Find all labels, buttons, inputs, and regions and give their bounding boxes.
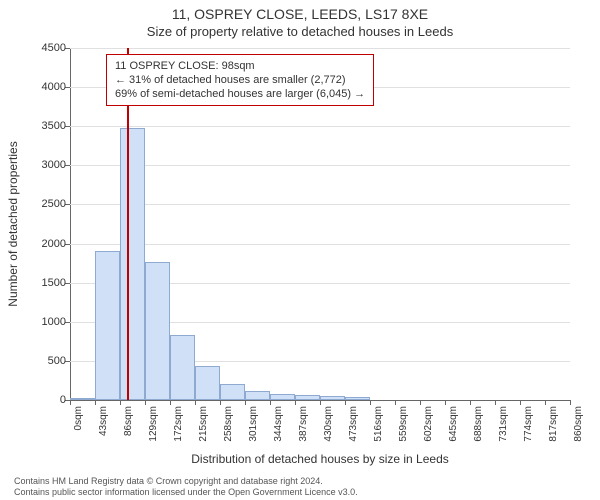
x-tick-label: 387sqm [298,406,309,456]
x-tick-label: 129sqm [148,406,159,456]
footer-line-2: Contains public sector information licen… [14,487,358,498]
histogram-bar [145,262,170,400]
histogram-bar [245,391,270,400]
chart-subtitle: Size of property relative to detached ho… [0,24,600,39]
histogram-bar [70,398,95,400]
x-tick-label: 688sqm [473,406,484,456]
histogram-bar [320,396,345,400]
x-tick-label: 258sqm [223,406,234,456]
x-tick-label: 774sqm [523,406,534,456]
y-tick-label: 1000 [6,316,66,328]
chart-title: 11, OSPREY CLOSE, LEEDS, LS17 8XE [0,6,600,22]
footer: Contains HM Land Registry data © Crown c… [14,476,358,498]
info-line-2: ← 31% of detached houses are smaller (2,… [115,73,365,87]
histogram-bar [195,366,220,400]
x-tick-label: 43sqm [98,406,109,456]
y-axis-label: Number of detached properties [6,48,22,400]
plot-area: 11 OSPREY CLOSE: 98sqm ← 31% of detached… [70,48,570,400]
x-axis-label: Distribution of detached houses by size … [70,452,570,466]
y-tick-label: 3500 [6,120,66,132]
x-tick-label: 430sqm [323,406,334,456]
y-tick-label: 0 [6,394,66,406]
x-tick-label: 516sqm [373,406,384,456]
x-tick-label: 860sqm [573,406,584,456]
histogram-bar [220,384,245,400]
x-tick-label: 559sqm [398,406,409,456]
chart-container: 11, OSPREY CLOSE, LEEDS, LS17 8XE Size o… [0,0,600,500]
y-tick-label: 3000 [6,159,66,171]
info-line-1: 11 OSPREY CLOSE: 98sqm [115,59,365,73]
y-tick-label: 2000 [6,238,66,250]
x-tick-label: 602sqm [423,406,434,456]
x-tick-label: 86sqm [123,406,134,456]
y-tick-label: 4500 [6,42,66,54]
histogram-bar [120,128,145,400]
histogram-bar [270,394,295,400]
x-tick-label: 0sqm [73,406,84,456]
x-tick-label: 645sqm [448,406,459,456]
y-tick-label: 500 [6,355,66,367]
x-tick-label: 215sqm [198,406,209,456]
histogram-bar [345,397,370,400]
x-tick-label: 344sqm [273,406,284,456]
x-tick-label: 301sqm [248,406,259,456]
info-line-3: 69% of semi-detached houses are larger (… [115,87,365,101]
histogram-bar [95,251,120,400]
y-tick-label: 1500 [6,277,66,289]
histogram-bar [295,395,320,400]
x-tick-label: 731sqm [498,406,509,456]
x-tick-label: 473sqm [348,406,359,456]
x-tick-label: 817sqm [548,406,559,456]
y-tick-label: 4000 [6,81,66,93]
footer-line-1: Contains HM Land Registry data © Crown c… [14,476,358,487]
histogram-bar [170,335,195,400]
y-tick-label: 2500 [6,198,66,210]
x-tick-label: 172sqm [173,406,184,456]
info-box: 11 OSPREY CLOSE: 98sqm ← 31% of detached… [106,54,374,106]
